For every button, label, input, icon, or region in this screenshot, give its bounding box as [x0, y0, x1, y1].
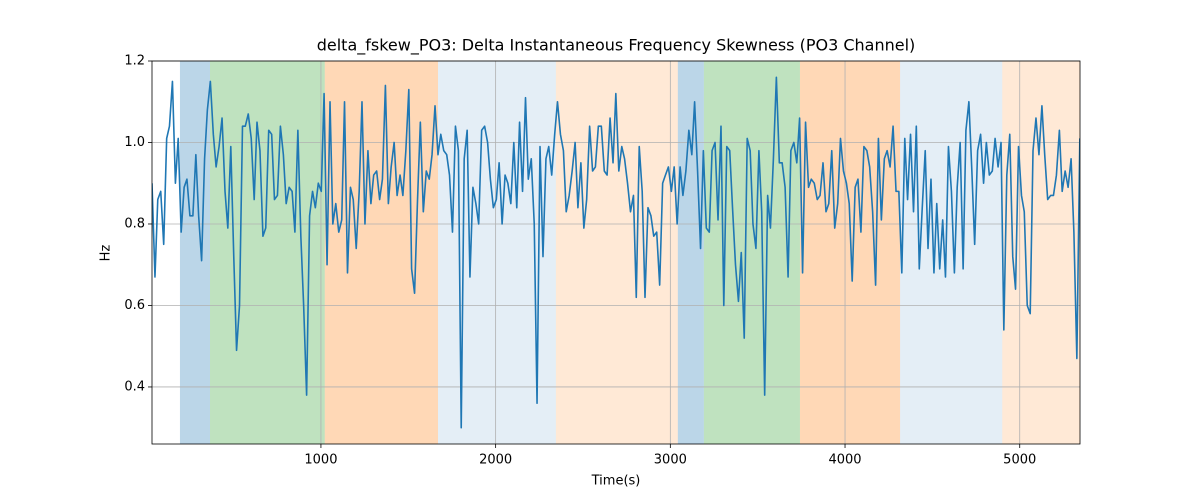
shaded-span	[179, 61, 210, 444]
x-tick-label: 4000	[828, 453, 861, 468]
y-tick-label: 1.2	[124, 54, 145, 69]
shaded-span	[677, 61, 704, 444]
x-tick-label: 3000	[654, 453, 687, 468]
shaded-span	[210, 61, 325, 444]
x-axis-label: Time(s)	[591, 474, 641, 489]
ticks: 1000 2000 3000 4000 5000 0.4 0.6 0.8 1.0 1.2	[124, 54, 1036, 468]
y-tick-label: 0.4	[124, 379, 145, 394]
y-axis-label: Hz	[99, 245, 114, 262]
shaded-span	[324, 61, 438, 444]
y-tick-label: 1.0	[124, 135, 145, 150]
shaded-span	[703, 61, 800, 444]
y-tick-label: 0.8	[124, 216, 145, 231]
plot-area	[152, 76, 1080, 429]
y-tick-label: 0.6	[124, 298, 145, 313]
shaded-span	[900, 61, 1003, 444]
x-tick-label: 2000	[479, 453, 512, 468]
x-tick-label: 1000	[304, 453, 337, 468]
x-tick-label: 5000	[1003, 453, 1036, 468]
chart-title: delta_fskew_PO3: Delta Instantaneous Fre…	[317, 36, 916, 56]
shaded-span	[799, 61, 901, 444]
data-line	[152, 76, 1080, 429]
spans	[179, 61, 1080, 444]
axes-frame	[151, 60, 1081, 445]
